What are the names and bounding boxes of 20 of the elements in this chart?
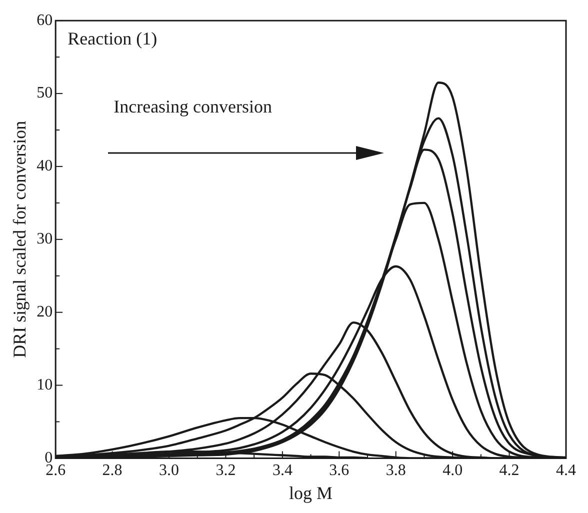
x-tick-label: 3.6 (329, 462, 350, 480)
y-tick-label: 40 (36, 158, 53, 175)
y-tick-label: 60 (36, 12, 53, 29)
x-axis-title: log M (289, 482, 333, 503)
annotation: Increasing conversion (114, 96, 272, 116)
x-tick-label: 4.4 (556, 462, 576, 480)
y-axis-title: DRI signal scaled for conversion (10, 120, 30, 358)
x-tick-label: 4.0 (442, 462, 463, 480)
x-tick-label: 3.8 (386, 462, 406, 480)
y-tick-label: 20 (36, 304, 53, 321)
x-tick-label: 2.8 (102, 462, 122, 480)
y-tick-label: 50 (36, 84, 53, 102)
y-tick-label: 30 (36, 230, 53, 248)
x-tick-label: 4.2 (499, 462, 520, 480)
x-tick-label: 3.4 (272, 462, 292, 480)
x-tick-label: 3.2 (216, 462, 236, 480)
y-tick-label: 10 (36, 376, 53, 394)
annotation: Reaction (1) (68, 28, 158, 48)
x-tick-label: 2.6 (46, 462, 66, 480)
x-tick-label: 3.0 (159, 462, 180, 480)
